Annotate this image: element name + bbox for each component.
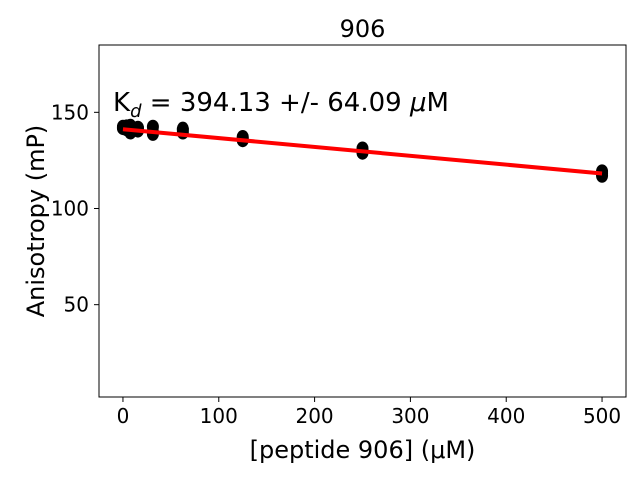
fit-line (122, 127, 603, 176)
y-tick-label: 150 (51, 100, 89, 124)
kd-symbol: K (113, 88, 131, 118)
kd-unit: M (427, 88, 449, 118)
x-axis-label: [peptide 906] (μM) (250, 436, 476, 464)
x-tick-label: 100 (200, 404, 238, 428)
y-tick-label: 50 (64, 293, 89, 317)
x-tick-label: 400 (487, 404, 525, 428)
x-tick-label: 500 (583, 404, 621, 428)
x-tick-label: 300 (391, 404, 429, 428)
chart-title: 906 (340, 15, 386, 43)
plot-area (116, 118, 609, 183)
kd-mu: μ (409, 88, 427, 118)
kd-value: = 394.13 +/- 64.09 (142, 88, 410, 118)
x-tick-label: 0 (117, 404, 130, 428)
kd-subscript: d (130, 101, 142, 122)
tick-layer: 0 100 200 300 400 500 50 100 150 (51, 100, 621, 428)
plot-frame (98, 44, 627, 398)
kd-annotation: Kd = 394.13 +/- 64.09 μM (113, 88, 449, 122)
y-axis-label: Anisotropy (mP) (22, 125, 50, 318)
y-tick-label: 100 (51, 196, 89, 220)
data-point (176, 121, 189, 136)
x-tick-label: 200 (295, 404, 333, 428)
